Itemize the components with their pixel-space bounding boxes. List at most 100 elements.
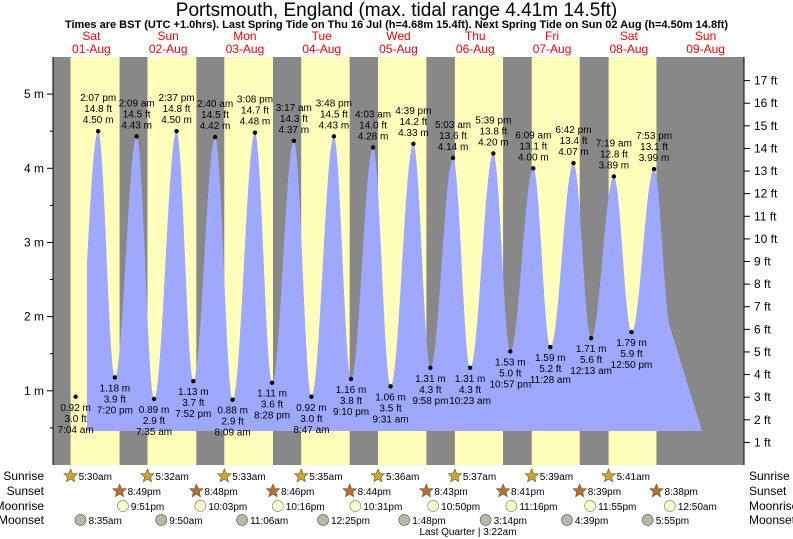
y-tick-label-ft: 14 ft <box>754 141 778 155</box>
tide-time-label: 12:50 pm <box>611 360 653 371</box>
tide-time-label: 4:03 am <box>355 110 391 121</box>
tide-time-label: 7:19 am <box>596 138 632 149</box>
tide-height-label: 4.50 m <box>83 115 114 126</box>
tide-height-label: 4.33 m <box>398 128 429 139</box>
tide-height-label: 4.37 m <box>279 125 310 136</box>
tide-ft-label: 14.8 ft <box>163 104 191 115</box>
sunrise-time-label: 5:41am <box>617 472 650 483</box>
sunset-icon <box>649 483 664 498</box>
moonrise-icon <box>584 500 597 512</box>
tide-height-label: 3.89 m <box>599 160 630 171</box>
tide-ft-label: 5.0 ft <box>499 369 521 380</box>
tide-ft-label: 12.8 ft <box>600 149 628 160</box>
sunset-icon <box>188 483 204 498</box>
sunrise-time-label: 5:33am <box>232 472 265 483</box>
tide-point <box>388 384 393 389</box>
tide-ft-label: 3.9 ft <box>104 394 126 405</box>
sunset-time-label: 8:48pm <box>204 487 237 498</box>
sunrise-icon <box>370 468 386 483</box>
sunrise-icon <box>293 468 309 483</box>
sunrise-time-label: 5:35am <box>309 472 342 483</box>
moonrise-icon <box>349 500 362 512</box>
tide-height-label: 1.71 m <box>576 344 607 355</box>
tide-point <box>370 145 376 150</box>
sunset-time-label: 8:43pm <box>434 487 467 498</box>
tide-ft-label: 5.6 ft <box>580 355 602 366</box>
y-tick-label-m: 1 m <box>24 384 44 398</box>
row-label-right: Sunset <box>749 484 787 498</box>
tide-time-label: 8:28 pm <box>254 411 290 422</box>
tide-point <box>151 396 157 402</box>
tide-ft-label: 3.5 ft <box>379 403 401 414</box>
tide-height-label: 1.11 m <box>257 389 287 400</box>
tide-ft-label: 14.2 ft <box>399 117 427 128</box>
y-tick-label-ft: 5 ft <box>754 345 771 359</box>
moonset-time-label: 3:14pm <box>494 516 527 527</box>
y-tick-label-ft: 15 ft <box>754 119 778 133</box>
tide-height-label: 1.06 m <box>375 392 406 403</box>
tide-time-label: 7:52 pm <box>175 409 211 420</box>
tide-time-label: 6:09 am <box>515 130 551 141</box>
tide-point <box>230 397 235 402</box>
sunrise-time-label: 5:32am <box>155 472 188 483</box>
moonset-time-label: 5:55pm <box>656 516 689 527</box>
tide-point <box>450 155 456 161</box>
day-date-label: 03-Aug <box>226 42 265 56</box>
day-name-label: Fri <box>545 29 559 43</box>
moonrise-time-label: 10:03pm <box>208 502 247 513</box>
tide-point <box>611 174 617 179</box>
sunset-icon <box>418 483 434 498</box>
tide-ft-label: 13.1 ft <box>640 142 668 153</box>
tide-height-label: 1.31 m <box>455 374 486 385</box>
tide-point <box>269 380 275 385</box>
tide-height-label: 3.99 m <box>639 153 670 164</box>
moonset-time-label: 12:25pm <box>331 516 370 527</box>
moonset-icon <box>479 514 492 526</box>
sunrise-icon <box>524 468 540 483</box>
moonrise-icon <box>117 500 129 512</box>
tide-point <box>191 378 196 384</box>
y-tick-label-ft: 9 ft <box>754 255 771 269</box>
tide-ft-label: 3.0 ft <box>64 414 86 425</box>
tide-height-label: 0.92 m <box>296 403 327 414</box>
tide-time-label: 10:23 am <box>449 396 491 407</box>
tide-ft-label: 14.5 ft <box>201 110 229 121</box>
sunset-icon <box>265 483 281 498</box>
sunrise-time-label: 5:36am <box>386 472 419 483</box>
tide-point <box>508 349 513 354</box>
row-label-right: Moonrise <box>749 499 793 513</box>
day-date-label: 04-Aug <box>302 42 341 56</box>
y-tick-label-ft: 1 ft <box>754 435 771 449</box>
y-tick-label-ft: 13 ft <box>754 164 778 178</box>
sunrise-icon <box>216 468 232 483</box>
tide-ft-label: 5.2 ft <box>539 364 561 375</box>
tide-point <box>531 166 536 171</box>
sunset-time-label: 8:39pm <box>588 487 621 498</box>
tide-height-label: 4.43 m <box>121 120 152 131</box>
moonset-time-label: 1:48pm <box>412 516 445 527</box>
moonset-time-label: 9:50am <box>169 516 202 527</box>
day-name-label: Thu <box>465 29 486 43</box>
moonset-time-label: 8:35am <box>88 516 121 527</box>
day-date-label: 02-Aug <box>149 42 188 56</box>
tide-water-area <box>87 131 702 431</box>
moonset-time-label: 4:39pm <box>575 516 608 527</box>
tide-time-label: 8:47 am <box>293 425 329 436</box>
row-label-right: Moonset <box>749 513 793 527</box>
tide-ft-label: 13.6 ft <box>439 131 467 142</box>
moonrise-time-label: 10:50pm <box>441 502 480 513</box>
tide-time-label: 10:57 pm <box>489 380 531 391</box>
tide-ft-label: 14.7 ft <box>241 106 269 117</box>
y-tick-label-ft: 4 ft <box>754 368 771 382</box>
y-tick-label-ft: 12 ft <box>754 187 778 201</box>
day-name-label: Sun <box>157 29 178 43</box>
tide-point <box>467 365 473 371</box>
tide-point <box>134 134 139 139</box>
tide-ft-label: 14.5 ft <box>123 109 151 120</box>
tide-time-label: 2:09 am <box>119 98 155 109</box>
sunset-icon <box>342 483 358 498</box>
moonset-icon <box>561 514 573 526</box>
tide-ft-label: 13.8 ft <box>479 126 507 137</box>
tide-height-label: 4.43 m <box>319 120 350 131</box>
